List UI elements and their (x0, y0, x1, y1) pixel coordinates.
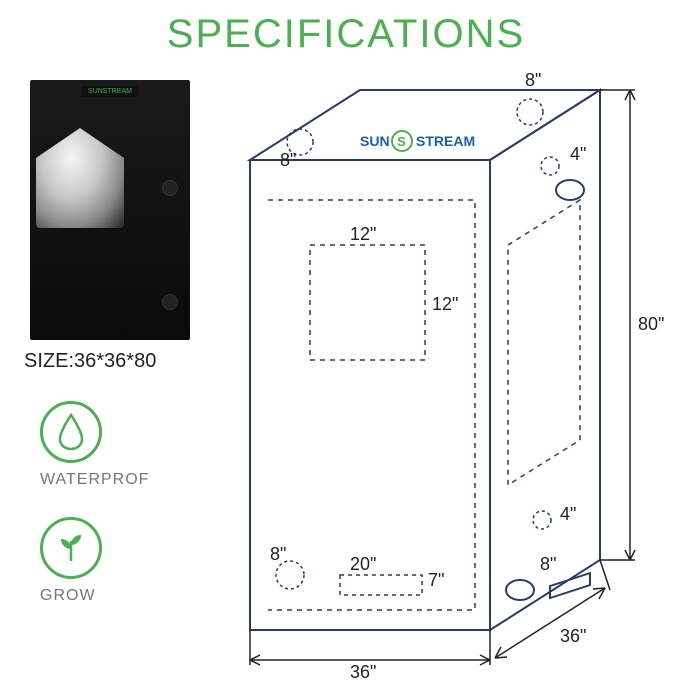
dim-top-right-vent: 8" (525, 70, 541, 90)
photo-vent-icon (162, 294, 178, 310)
page-title: SPECIFICATIONS (0, 0, 692, 57)
photo-vent-icon (162, 180, 178, 196)
dim-slot-w: 20" (350, 554, 376, 574)
reflector-hood (36, 128, 124, 228)
feature-grow: GROW (20, 517, 200, 605)
svg-text:STREAM: STREAM (416, 133, 475, 149)
dim-window-w: 12" (350, 224, 376, 244)
left-column: SUNSTREAM SIZE:36*36*80 WATERPROF GROW (20, 80, 200, 605)
leaf-icon (40, 517, 102, 579)
product-photo: SUNSTREAM (30, 80, 190, 340)
drop-icon (40, 401, 102, 463)
svg-text:SUN: SUN (360, 133, 390, 149)
dim-side-bottom-vent: 8" (540, 554, 556, 574)
dim-side-bottom-small: 4" (560, 504, 576, 524)
dim-top-left-vent: 8" (280, 150, 296, 170)
svg-text:S: S (397, 134, 406, 149)
technical-diagram: 8" 8" SUN S STREAM 4" 12" 12" 8" 20" 7" (230, 70, 670, 680)
size-label: SIZE:36*36*80 (20, 350, 200, 373)
dim-width-side: 36" (560, 626, 586, 646)
feature-label: WATERPROF (40, 471, 149, 489)
dim-height: 80" (638, 314, 664, 334)
dim-slot-h: 7" (428, 570, 444, 590)
photo-brand-label: SUNSTREAM (82, 86, 138, 97)
dim-window-h: 12" (432, 294, 458, 314)
brand-logo: SUN S STREAM (360, 131, 475, 151)
dim-front-bottom-vent: 8" (270, 544, 286, 564)
feature-waterproof: WATERPROF (20, 401, 200, 489)
dim-width-front: 36" (350, 662, 376, 680)
feature-label: GROW (40, 587, 96, 605)
dim-side-top-small: 4" (570, 144, 586, 164)
title-text: SPECIFICATIONS (167, 12, 525, 56)
